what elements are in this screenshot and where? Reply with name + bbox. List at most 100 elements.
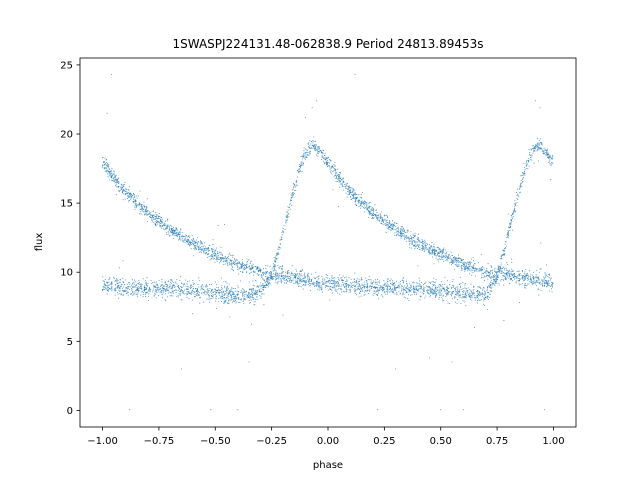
lower-branch-point: [280, 279, 282, 281]
upper-branch-point: [188, 235, 190, 237]
upper-branch-point: [514, 199, 516, 201]
lower-branch-point: [344, 291, 346, 293]
upper-branch-point: [186, 239, 188, 241]
upper-branch-point: [322, 152, 324, 154]
lower-branch-point: [377, 287, 379, 289]
lower-branch-point: [547, 281, 549, 283]
lower-branch-point: [258, 286, 260, 288]
lower-branch-point: [265, 278, 267, 280]
upper-branch-point: [310, 143, 312, 145]
upper-branch-point: [469, 263, 471, 265]
lower-branch-point: [353, 282, 355, 284]
upper-branch-point: [513, 209, 516, 211]
lower-branch-point: [515, 277, 517, 279]
lower-branch-point: [490, 287, 492, 289]
upper-branch-point: [492, 275, 494, 277]
upper-branch-point: [115, 185, 117, 187]
upper-branch-point: [393, 224, 395, 226]
lower-branch-point: [325, 282, 327, 284]
lower-branch-point: [230, 296, 232, 298]
upper-branch-point: [217, 254, 220, 256]
upper-branch-point: [481, 269, 483, 271]
lower-branch-point: [108, 287, 110, 289]
upper-branch-point: [435, 250, 437, 252]
upper-branch-point: [256, 273, 258, 275]
lower-branch-point: [329, 288, 331, 290]
upper-branch-point: [519, 183, 521, 185]
lower-branch-point: [203, 289, 205, 291]
upper-branch-point: [499, 266, 501, 268]
upper-branch-point: [109, 174, 111, 176]
lower-branch-point: [374, 279, 376, 281]
lower-branch-point: [116, 281, 118, 283]
upper-branch-point: [287, 213, 289, 215]
upper-branch-point: [253, 274, 255, 276]
upper-branch-point: [301, 155, 303, 157]
upper-branch-point: [317, 155, 319, 157]
upper-branch-point: [338, 181, 340, 183]
upper-branch-point: [350, 196, 352, 198]
upper-branch-point: [523, 176, 525, 178]
upper-branch-point: [457, 261, 459, 263]
upper-branch-point: [236, 258, 238, 261]
lower-branch-point: [279, 278, 281, 280]
upper-branch-point: [427, 248, 429, 250]
lower-branch-point: [175, 290, 177, 292]
upper-branch-point: [198, 251, 200, 253]
upper-branch-point: [138, 205, 140, 207]
upper-branch-point: [403, 234, 405, 236]
upper-branch-point: [206, 249, 208, 251]
upper-branch-point: [494, 268, 496, 270]
lower-branch-point: [334, 277, 336, 279]
upper-branch-point: [140, 204, 142, 206]
upper-branch-point: [338, 171, 340, 174]
upper-branch-point: [148, 211, 151, 213]
lower-branch-point: [416, 285, 418, 287]
lower-branch-point: [454, 296, 456, 298]
upper-branch-point: [215, 255, 217, 258]
lower-branch-point: [106, 284, 108, 287]
upper-branch-point: [414, 234, 417, 236]
upper-branch-point: [413, 234, 415, 236]
upper-branch-point: [177, 234, 179, 236]
upper-branch-point: [403, 228, 405, 230]
upper-branch-point: [304, 159, 306, 161]
upper-branch-point: [369, 212, 372, 214]
lower-branch-point: [175, 289, 177, 291]
upper-branch-point: [359, 196, 361, 199]
lower-branch-point: [515, 282, 517, 284]
upper-branch-point: [206, 248, 208, 250]
upper-branch-point: [278, 253, 280, 255]
upper-branch-point: [360, 194, 362, 196]
upper-branch-point: [156, 220, 158, 222]
lower-branch-point: [525, 285, 527, 287]
upper-branch-point: [283, 232, 285, 234]
lower-branch-point: [410, 285, 412, 287]
upper-branch-point: [403, 235, 405, 237]
lower-branch-point: [510, 279, 513, 281]
upper-branch-point: [208, 253, 210, 255]
upper-branch-point: [509, 226, 512, 229]
lower-branch-point: [198, 292, 200, 294]
lower-branch-point: [182, 283, 184, 285]
upper-branch-point: [190, 243, 193, 246]
upper-branch-point: [328, 165, 331, 167]
upper-branch-point: [304, 148, 306, 150]
upper-branch-point: [306, 154, 308, 156]
lower-branch-point: [333, 285, 336, 287]
lower-branch-point: [194, 292, 196, 294]
upper-branch-point: [158, 218, 160, 220]
lower-branch-point: [435, 279, 437, 281]
lower-branch-point: [472, 292, 474, 294]
lower-branch-point: [302, 288, 304, 290]
upper-branch-point: [149, 212, 151, 214]
upper-branch-point: [212, 244, 214, 246]
lower-branch-point: [382, 284, 384, 286]
upper-branch-point: [530, 157, 532, 159]
lower-branch-point: [524, 278, 526, 280]
upper-branch-point: [292, 188, 294, 190]
lower-branch-point: [162, 292, 164, 294]
lower-branch-point: [393, 287, 396, 289]
lower-branch-point: [291, 271, 293, 273]
lower-branch-point: [492, 278, 494, 280]
